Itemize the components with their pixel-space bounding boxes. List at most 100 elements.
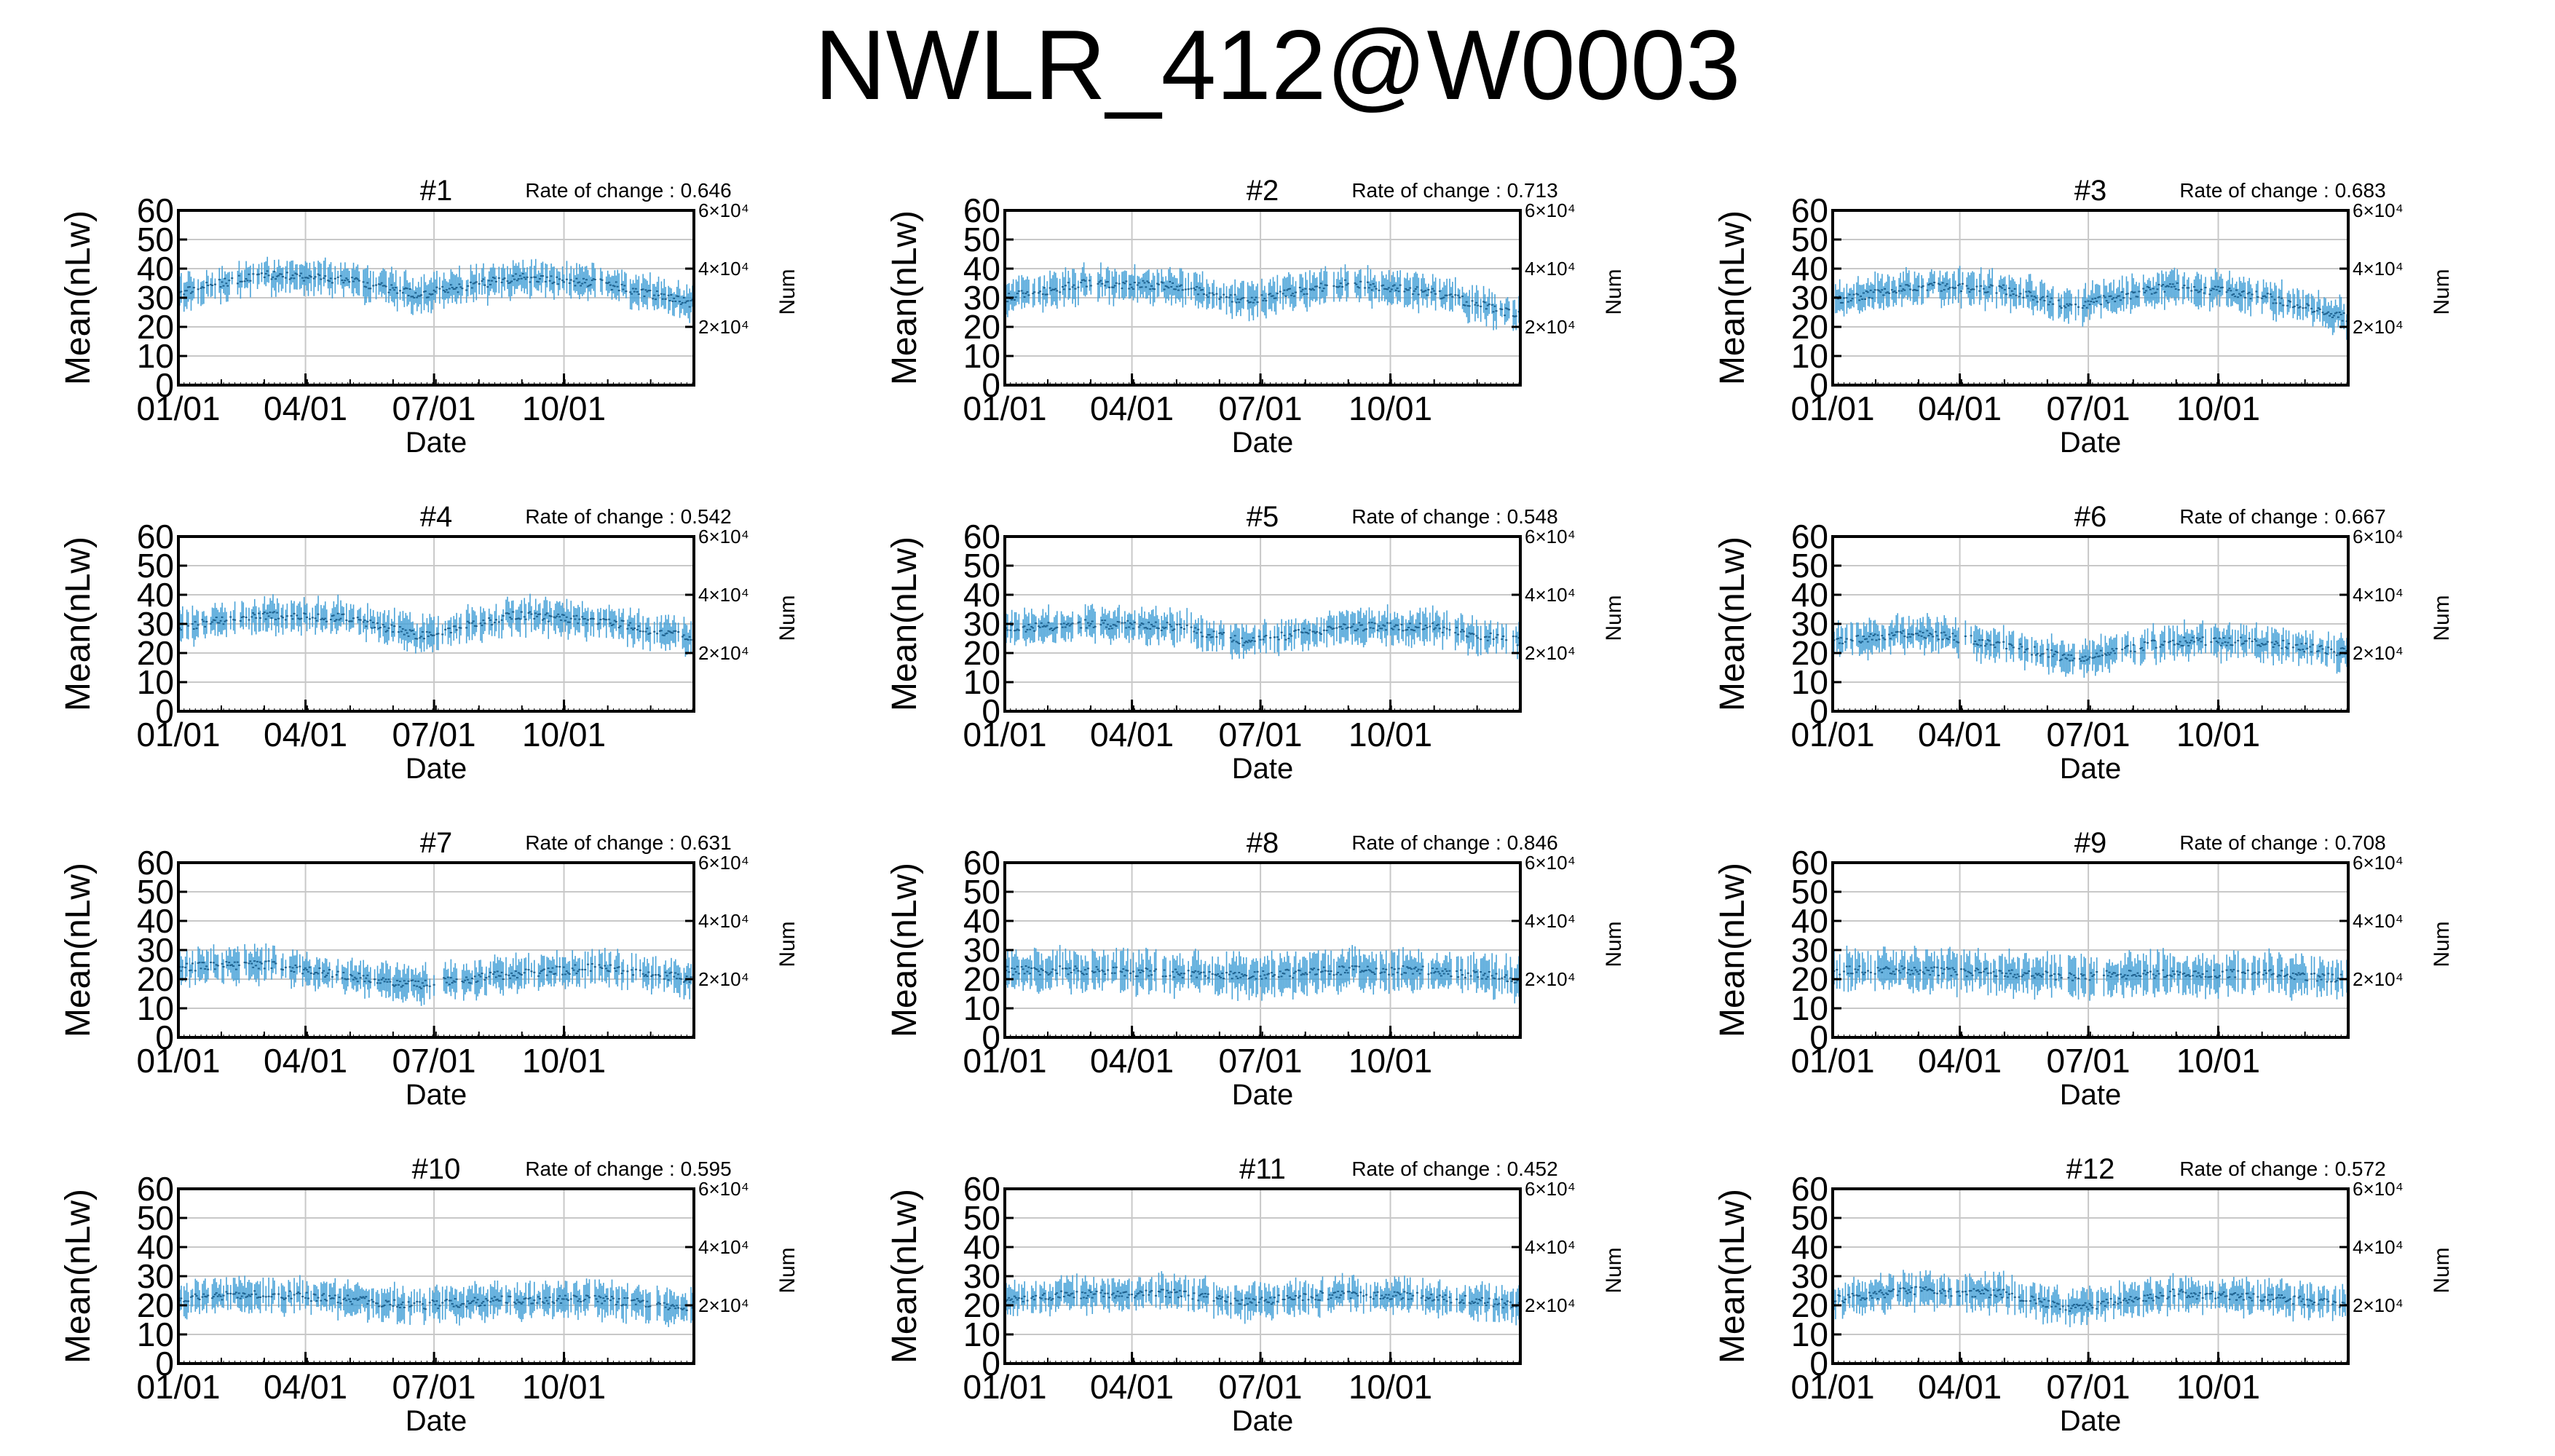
y2-tick-label: 2×10⁴ <box>698 316 749 338</box>
y2-tick-label: 6×10⁴ <box>698 199 749 221</box>
y-tick-label: 20 <box>1791 308 1828 346</box>
y2-tick-label: 2×10⁴ <box>1525 642 1576 664</box>
y2-tick-label: 4×10⁴ <box>2353 584 2404 606</box>
y-tick-label: 60 <box>963 191 1000 229</box>
y-tick-label: 20 <box>137 960 174 998</box>
panel-title: #7 <box>420 827 453 859</box>
x-axis-label: Date <box>2060 427 2122 459</box>
y-tick-label: 10 <box>137 989 174 1027</box>
y-axis-label: Mean(nLw) <box>885 537 924 711</box>
y-tick-label: 10 <box>1791 663 1828 701</box>
panel-title: #6 <box>2074 501 2107 533</box>
y-tick-label: 60 <box>1791 191 1828 229</box>
y2-tick-label: 6×10⁴ <box>698 852 749 874</box>
y-tick-label: 20 <box>137 308 174 346</box>
y2-axis-label: Num <box>1602 269 1626 314</box>
x-tick-label: 07/01 <box>392 1042 476 1080</box>
x-tick-label: 07/01 <box>392 716 476 753</box>
y-tick-label: 50 <box>137 873 174 911</box>
y-tick-label: 40 <box>137 250 174 288</box>
y2-axis-label: Num <box>1602 595 1626 641</box>
x-tick-label: 07/01 <box>1219 389 1303 427</box>
y-tick-label: 50 <box>137 547 174 585</box>
panel-title: #1 <box>420 175 453 207</box>
x-tick-label: 04/01 <box>264 1042 347 1080</box>
y2-axis-label: Num <box>775 921 799 967</box>
panel-title: #3 <box>2074 175 2107 207</box>
y-tick-label: 50 <box>1791 547 1828 585</box>
x-tick-label: 07/01 <box>2047 716 2131 753</box>
y2-tick-label: 2×10⁴ <box>1525 316 1576 338</box>
x-axis-label: Date <box>406 1079 467 1111</box>
y-tick-label: 30 <box>137 931 174 969</box>
rate-of-change-label: Rate of change : 0.548 <box>1351 505 1557 528</box>
y-tick-label: 20 <box>137 634 174 672</box>
x-tick-label: 10/01 <box>1348 716 1432 753</box>
y2-tick-label: 4×10⁴ <box>698 584 749 606</box>
rate-of-change-label: Rate of change : 0.667 <box>2179 505 2385 528</box>
y-tick-label: 50 <box>963 547 1000 585</box>
rate-of-change-label: Rate of change : 0.631 <box>525 831 731 854</box>
y-axis-label: Mean(nLw) <box>59 537 98 711</box>
x-tick-label: 07/01 <box>1219 716 1303 753</box>
y-tick-label: 60 <box>1791 518 1828 555</box>
y-tick-label: 60 <box>137 844 174 882</box>
x-tick-label: 04/01 <box>264 716 347 753</box>
y2-tick-label: 6×10⁴ <box>698 526 749 547</box>
y-tick-label: 20 <box>963 634 1000 672</box>
y-tick-label: 40 <box>137 576 174 614</box>
y-tick-label: 40 <box>1791 576 1828 614</box>
y-tick-label: 30 <box>137 279 174 317</box>
y2-axis-label: Num <box>775 595 799 641</box>
y-tick-label: 40 <box>137 902 174 940</box>
x-axis-label: Date <box>2060 753 2122 785</box>
x-axis-label: Date <box>406 753 467 785</box>
y2-axis-label: Num <box>2430 269 2454 314</box>
y2-tick-label: 6×10⁴ <box>2353 526 2404 547</box>
y-tick-label: 30 <box>963 605 1000 643</box>
y-tick-label: 0 <box>155 1018 174 1056</box>
x-tick-label: 04/01 <box>264 389 347 427</box>
y-tick-label: 10 <box>963 663 1000 701</box>
y-tick-label: 0 <box>982 366 1000 404</box>
x-tick-label: 10/01 <box>522 389 606 427</box>
x-tick-label: 01/01 <box>136 1042 220 1080</box>
y-tick-label: 60 <box>137 191 174 229</box>
x-tick-label: 10/01 <box>1348 389 1432 427</box>
y-tick-label: 40 <box>963 576 1000 614</box>
x-tick-label: 10/01 <box>522 1042 606 1080</box>
rate-of-change-label: Rate of change : 0.683 <box>2179 179 2385 202</box>
y2-axis-label: Num <box>775 269 799 314</box>
x-tick-label: 07/01 <box>2047 389 2131 427</box>
y2-tick-label: 4×10⁴ <box>1525 584 1576 606</box>
y2-tick-label: 4×10⁴ <box>1525 258 1576 280</box>
y-tick-label: 30 <box>137 605 174 643</box>
y-tick-label: 30 <box>1791 279 1828 317</box>
y-tick-label: 60 <box>137 518 174 555</box>
panel-title: #4 <box>420 501 453 533</box>
y-axis-label: Mean(nLw) <box>59 863 98 1037</box>
rate-of-change-label: Rate of change : 0.542 <box>525 505 731 528</box>
x-tick-label: 01/01 <box>963 716 1046 753</box>
y2-tick-label: 4×10⁴ <box>2353 258 2404 280</box>
y2-tick-label: 6×10⁴ <box>1525 526 1576 547</box>
y2-tick-label: 2×10⁴ <box>698 642 749 664</box>
x-tick-label: 10/01 <box>522 716 606 753</box>
x-axis-label: Date <box>1232 427 1294 459</box>
y-tick-label: 30 <box>1791 605 1828 643</box>
x-tick-label: 07/01 <box>392 389 476 427</box>
y2-tick-label: 6×10⁴ <box>1525 199 1576 221</box>
y-tick-label: 50 <box>963 221 1000 258</box>
x-tick-label: 01/01 <box>136 389 220 427</box>
y2-axis-label: Num <box>2430 595 2454 641</box>
y-tick-label: 20 <box>963 308 1000 346</box>
